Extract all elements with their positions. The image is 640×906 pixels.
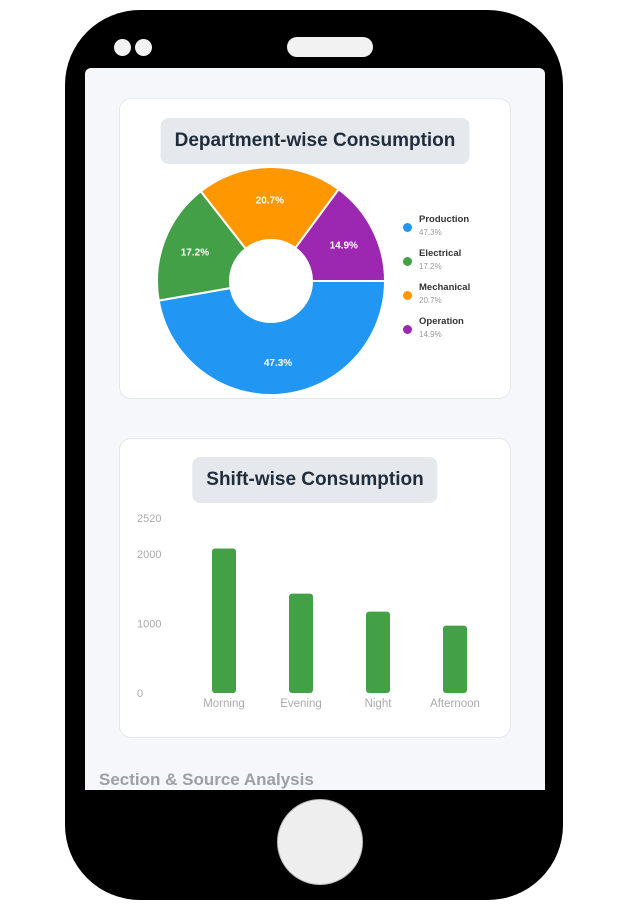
bar-night[interactable] [366,611,390,693]
screen[interactable]: Department-wise Consumption 47.3% 17.2% 20… [85,68,545,790]
legend-item-operation[interactable]: Operation 14.9% [403,316,470,350]
bar-evening[interactable] [289,593,313,693]
donut-slice-label: 20.7% [256,196,284,207]
shift-card: Shift-wise Consumption 0 1000 2000 2520 Morn… [119,438,511,738]
donut-slice-label: 17.2% [181,248,209,259]
y-tick-label: 0 [137,688,143,700]
legend-swatch-icon [403,257,412,266]
legend-item-production[interactable]: Production 47.3% [403,214,470,248]
department-card-title: Department-wise Consumption [160,118,470,164]
legend-percent: 47.3% [419,228,442,237]
department-donut-chart: 47.3% 17.2% 20.7% 14.9% [156,166,387,396]
donut-legend: Production 47.3% Electrical 17.2% Mechanical… [403,214,470,350]
bar-afternoon[interactable] [443,625,467,693]
donut-slice-label: 47.3% [264,358,292,369]
legend-label: Electrical [419,248,462,259]
legend-percent: 14.9% [419,330,442,339]
legend-label: Operation [419,316,464,327]
sensor-dot-icon [135,39,152,56]
x-tick-label: Evening [280,698,322,710]
x-tick-label: Afternoon [430,698,480,710]
shift-bar-chart: 0 1000 2000 2520 Morning Evening Night Afternoo… [137,513,480,710]
legend-percent: 17.2% [419,262,442,271]
bar-morning[interactable] [212,548,236,693]
home-button[interactable] [277,799,363,885]
speaker-icon [287,37,373,57]
shift-card-title: Shift-wise Consumption [192,457,438,503]
x-tick-label: Night [365,698,393,710]
donut-slice-mechanical[interactable] [199,166,341,251]
camera-dot-icon [114,39,131,56]
donut-slice-production[interactable] [157,280,387,396]
section-source-analysis-heading: Section & Source Analysis [99,770,314,789]
x-tick-label: Morning [203,698,245,710]
legend-swatch-icon [403,325,412,334]
donut-slice-operation[interactable] [293,187,387,282]
legend-item-electrical[interactable]: Electrical 17.2% [403,248,470,282]
legend-label: Mechanical [419,282,471,293]
legend-swatch-icon [403,223,412,232]
y-tick-label: 2520 [137,513,161,525]
donut-slice-label: 14.9% [330,240,358,251]
y-tick-label: 1000 [137,619,161,631]
department-card: Department-wise Consumption 47.3% 17.2% 20… [119,98,511,399]
legend-swatch-icon [403,291,412,300]
donut-slice-electrical[interactable] [156,189,248,302]
legend-percent: 20.7% [419,296,442,305]
legend-item-mechanical[interactable]: Mechanical 20.7% [403,282,470,316]
legend-label: Production [419,214,470,225]
y-tick-label: 2000 [137,549,161,561]
